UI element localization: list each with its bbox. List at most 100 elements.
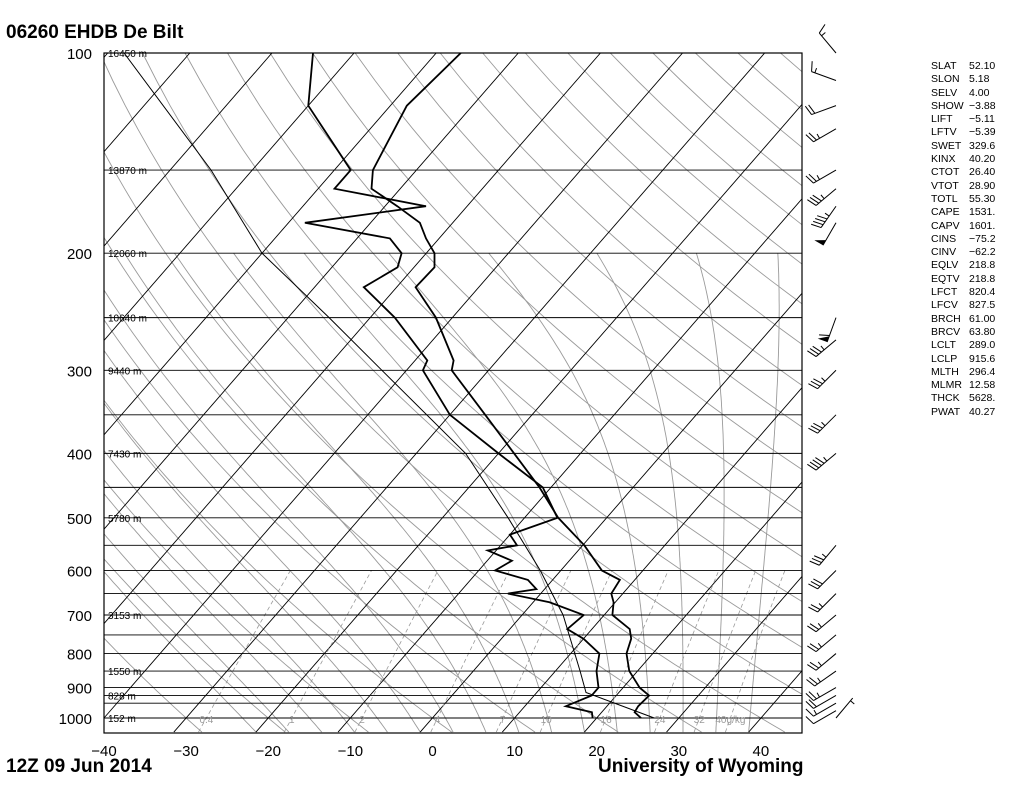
wind-barb-feather	[805, 716, 814, 725]
wind-barb-feather	[804, 105, 812, 115]
wind-barb-staff	[817, 414, 837, 434]
wind-barb	[811, 205, 837, 229]
wind-barb-half-feather	[820, 345, 825, 351]
wind-barb-half-feather	[816, 133, 820, 139]
wind-barb	[808, 593, 837, 613]
wind-barb-half-feather	[814, 67, 818, 74]
mixing-ratio-line	[600, 570, 669, 733]
wind-barb-staff	[813, 128, 837, 143]
mixing-ratio-label: 24	[654, 715, 666, 726]
wind-barb	[808, 570, 837, 590]
temperature-tick-label: 40	[753, 743, 770, 760]
wind-barb	[807, 653, 837, 671]
index-value: 5628.	[969, 392, 996, 405]
wind-barb-half-feather	[817, 623, 822, 628]
wind-barb-feather	[817, 215, 828, 220]
height-label: 7430 m	[108, 449, 141, 460]
index-row: CAPV 1601.	[931, 220, 996, 233]
wind-barb-staff	[817, 369, 837, 390]
index-key: SLON	[931, 73, 960, 86]
wind-barb-half-feather	[817, 677, 821, 683]
wind-barb-feather	[819, 334, 830, 336]
index-row: BRCV 63.80	[931, 326, 996, 339]
isotherm	[104, 53, 437, 436]
wind-barb-pennant	[817, 336, 830, 343]
mixing-ratio-label: 0.4	[199, 715, 213, 726]
index-value: 1531.	[969, 206, 996, 219]
temperature-tick-label: 20	[588, 743, 605, 760]
isotherm	[666, 575, 802, 733]
isotherm	[584, 481, 802, 733]
dewpoint-line	[304, 53, 601, 719]
wind-barb-feather	[808, 583, 818, 590]
wind-barb-staff	[822, 222, 837, 246]
pressure-tick-label: 900	[67, 681, 92, 698]
index-key: LFCT	[931, 286, 958, 299]
wind-barb	[811, 61, 837, 81]
temperature-tick-label: 0	[428, 743, 436, 760]
dry-adiabat	[354, 53, 802, 471]
index-value: 63.80	[969, 325, 996, 338]
index-value: 28.90	[969, 179, 996, 192]
mixing-ratio-line	[198, 570, 291, 733]
wind-barb-staff	[811, 105, 837, 116]
wind-barb-feather	[808, 699, 817, 708]
wind-barbs	[804, 24, 855, 725]
moist-adiabat	[488, 252, 651, 733]
wind-barb-staff	[813, 169, 837, 184]
dry-adiabat	[104, 637, 203, 733]
wind-barb	[806, 670, 837, 687]
wind-barb-feather	[805, 708, 814, 717]
index-row: THCK 5628.	[931, 392, 996, 405]
mixing-ratio-label: 40g/kg	[715, 715, 745, 726]
wind-barb	[835, 697, 855, 719]
isotherm	[104, 53, 601, 625]
isotherm	[255, 103, 802, 733]
moist-adiabat	[104, 492, 323, 733]
moist-adiabat	[104, 533, 290, 733]
moist-adiabat	[104, 402, 388, 733]
wind-barb-half-feather	[821, 553, 827, 558]
index-row: EQTV 218.8	[931, 273, 996, 286]
temperature-tick-label: −40	[91, 743, 116, 760]
index-row: PWAT 40.27	[931, 406, 996, 419]
wind-barb-feather	[818, 24, 826, 34]
index-key: CTOT	[931, 166, 960, 179]
mixing-ratio-label: 32	[694, 715, 706, 726]
wind-barb	[805, 702, 837, 717]
wind-barb	[805, 169, 837, 184]
mixing-ratio-label: 16	[601, 715, 613, 726]
mixing-ratio-line	[495, 570, 572, 733]
wind-barb-feather	[807, 199, 817, 206]
temperature-tick-label: −10	[338, 743, 363, 760]
moist-adiabat	[233, 252, 553, 733]
wind-barb	[807, 339, 837, 357]
wind-barb	[808, 414, 837, 434]
wind-barb-feather	[806, 679, 816, 687]
isotherm	[104, 53, 191, 153]
wind-barb-staff	[815, 653, 837, 671]
index-key: TOTL	[931, 192, 958, 205]
index-row: SLAT 52.10	[931, 60, 996, 73]
index-value: 61.00	[969, 312, 996, 325]
index-row: CINS −75.2	[931, 233, 996, 246]
wind-barb-staff	[818, 32, 837, 54]
dry-adiabat	[104, 318, 536, 733]
isotherm	[104, 53, 355, 342]
wind-barb-feather	[807, 664, 817, 671]
wind-barb-feather	[808, 173, 817, 182]
mixing-ratio-label: 2	[359, 715, 365, 726]
wind-barb-feather	[813, 378, 823, 385]
wind-barb-feather	[813, 220, 824, 226]
dry-adiabat	[312, 53, 802, 514]
wind-barb-feather	[808, 427, 818, 434]
index-row: KINX 40.20	[931, 153, 996, 166]
wind-barb-feather	[812, 345, 822, 353]
isotherm	[0, 53, 26, 732]
mixing-ratio-label: 7	[500, 715, 506, 726]
height-label: 12060 m	[108, 249, 147, 260]
wind-barb-feather	[808, 132, 817, 141]
height-label: 16450 m	[108, 49, 147, 60]
wind-barb-feather	[808, 606, 818, 613]
wind-barb-staff	[813, 695, 837, 709]
